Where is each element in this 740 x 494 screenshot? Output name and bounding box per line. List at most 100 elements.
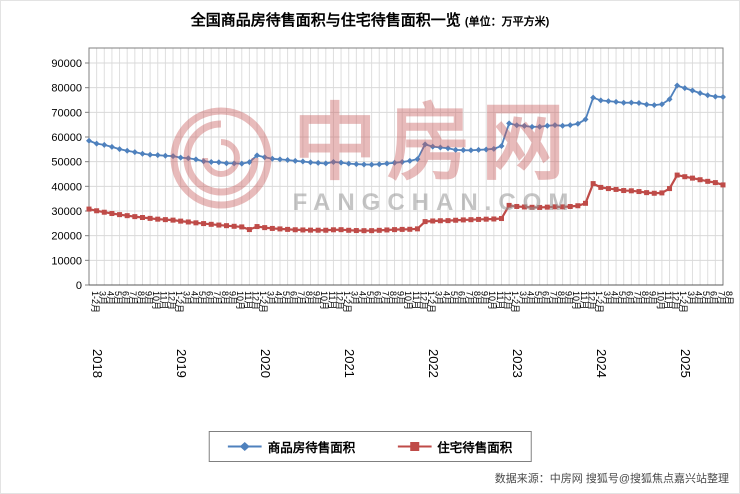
x-month-label: 12月 — [250, 291, 260, 310]
x-month-label: 6月 — [625, 291, 635, 305]
x-month-label: 4月 — [189, 291, 199, 305]
x-month-label: 4月 — [105, 291, 115, 305]
x-year-label: 2025 — [678, 349, 693, 378]
x-month-label: 6月 — [121, 291, 131, 305]
x-month-label: 1-2月 — [174, 291, 184, 313]
chart-legend: 商品房待售面积 住宅待售面积 — [208, 431, 532, 462]
x-month-label: 1-2月 — [678, 291, 688, 313]
x-month-label: 6月 — [289, 291, 299, 305]
x-month-label: 9月 — [396, 291, 406, 305]
x-month-label: 12月 — [502, 291, 512, 310]
x-month-labels: 1-2月3月4月5月6月7月8月9月10月11月12月1-2月3月4月5月6月7… — [90, 291, 734, 313]
x-month-label: 3月 — [98, 291, 108, 305]
x-month-label: 5月 — [449, 291, 459, 305]
x-year-label: 2022 — [426, 349, 441, 378]
x-month-label: 10月 — [235, 291, 245, 310]
y-tick-label: 70000 — [51, 107, 82, 119]
x-month-label: 8月 — [724, 291, 734, 305]
x-month-label: 9月 — [143, 291, 153, 305]
x-month-label: 3月 — [266, 291, 276, 305]
x-month-label: 9月 — [480, 291, 490, 305]
x-month-label: 11月 — [327, 291, 337, 309]
x-month-label: 1-2月 — [426, 291, 436, 313]
x-month-label: 12月 — [587, 291, 597, 310]
x-month-label: 1-2月 — [90, 291, 100, 313]
series-residential — [86, 172, 726, 234]
x-month-label: 11月 — [495, 291, 505, 309]
chart-canvas: 0 10000 20000 30000 40000 50000 60000 70000 8000… — [51, 47, 734, 378]
x-month-label: 8月 — [472, 291, 482, 305]
x-month-label: 5月 — [197, 291, 207, 305]
x-month-label: 12月 — [671, 291, 681, 310]
x-month-label: 3月 — [434, 291, 444, 305]
x-month-label: 8月 — [136, 291, 146, 305]
x-month-label: 7月 — [632, 291, 642, 305]
x-month-label: 8月 — [640, 291, 650, 305]
chart-title-unit: (单位：万平方米) — [464, 16, 550, 28]
plot-border — [88, 47, 724, 286]
chart-title-text: 全国商品房待售面积与住宅待售面积一览 — [190, 12, 461, 29]
x-month-label: 6月 — [541, 291, 551, 305]
legend-item-residential: 住宅待售面积 — [397, 437, 512, 456]
legend-marker-diamond-icon — [227, 442, 262, 451]
x-month-label: 4月 — [273, 291, 283, 305]
x-month-label: 4月 — [609, 291, 619, 305]
y-tick-label: 0 — [76, 280, 82, 292]
x-year-label: 2019 — [174, 349, 189, 378]
x-month-label: 4月 — [357, 291, 367, 305]
x-month-label: 8月 — [304, 291, 314, 305]
x-year-label: 2024 — [594, 349, 609, 378]
x-month-label: 5月 — [701, 291, 711, 305]
x-month-label: 5月 — [617, 291, 627, 305]
x-month-label: 1-2月 — [342, 291, 352, 313]
x-month-label: 3月 — [518, 291, 528, 305]
x-month-label: 12月 — [418, 291, 428, 310]
y-axis-labels: 0 10000 20000 30000 40000 50000 60000 70000 8000… — [51, 58, 89, 292]
x-month-label: 6月 — [373, 291, 383, 305]
y-tick-label: 10000 — [51, 255, 82, 267]
legend-marker-square-icon — [397, 442, 432, 451]
x-month-label: 1-2月 — [510, 291, 520, 313]
x-month-label: 9月 — [227, 291, 237, 305]
x-month-label: 7月 — [464, 291, 474, 305]
x-month-label: 5月 — [113, 291, 123, 305]
x-month-label: 12月 — [334, 291, 344, 310]
x-month-label: 11月 — [663, 291, 673, 309]
y-tick-label: 30000 — [51, 206, 82, 218]
legend-label-commodity: 商品房待售面积 — [267, 441, 356, 455]
y-tick-label: 20000 — [51, 231, 82, 243]
x-month-label: 10月 — [403, 291, 413, 310]
y-tick-label: 40000 — [51, 181, 82, 193]
x-month-label: 6月 — [205, 291, 215, 305]
x-month-label: 8月 — [220, 291, 230, 305]
x-month-label: 9月 — [648, 291, 658, 305]
x-month-label: 3月 — [602, 291, 612, 305]
x-month-label: 11月 — [159, 291, 169, 309]
x-month-label: 4月 — [525, 291, 535, 305]
x-month-label: 5月 — [533, 291, 543, 305]
x-month-label: 10月 — [571, 291, 581, 310]
x-month-label: 10月 — [151, 291, 161, 310]
data-source-note: 数据来源：中房网 搜狐号@搜狐焦点嘉兴站整理 — [494, 473, 729, 485]
y-tick-label: 60000 — [51, 132, 82, 144]
chart-title: 全国商品房待售面积与住宅待售面积一览 (单位：万平方米) — [1, 9, 739, 30]
legend-label-residential: 住宅待售面积 — [437, 441, 513, 455]
x-month-label: 10月 — [655, 291, 665, 310]
x-year-label: 2020 — [258, 349, 273, 378]
x-year-label: 2018 — [90, 349, 105, 378]
x-month-label: 8月 — [556, 291, 566, 305]
x-month-label: 9月 — [564, 291, 574, 305]
x-month-label: 7月 — [380, 291, 390, 305]
x-month-label: 5月 — [281, 291, 291, 305]
x-month-label: 4月 — [441, 291, 451, 305]
x-month-label: 12月 — [166, 291, 176, 310]
x-month-label: 4月 — [693, 291, 703, 305]
x-month-label: 11月 — [411, 291, 421, 309]
x-month-label: 10月 — [319, 291, 329, 310]
y-tick-label: 50000 — [51, 157, 82, 169]
x-month-label: 11月 — [579, 291, 589, 309]
x-month-label: 6月 — [709, 291, 719, 305]
x-month-label: 3月 — [350, 291, 360, 305]
x-month-label: 7月 — [548, 291, 558, 305]
